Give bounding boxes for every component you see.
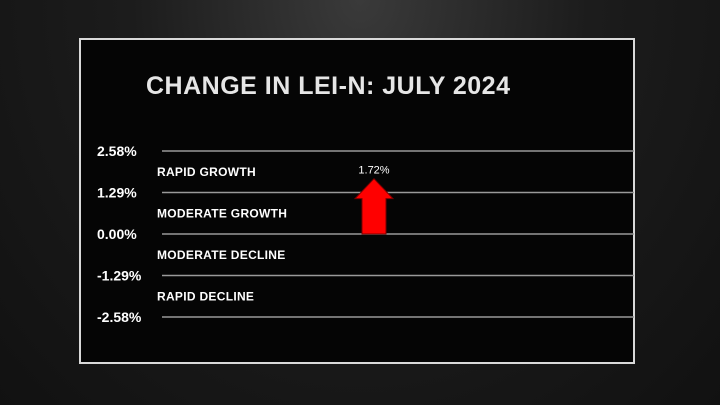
band-label: MODERATE GROWTH	[157, 206, 287, 220]
chart-title: CHANGE IN LEI-N: JULY 2024	[146, 72, 511, 100]
y-tick-label: -1.29%	[97, 268, 142, 284]
y-tick-label: 2.58%	[97, 143, 137, 159]
y-tick-label: -2.58%	[97, 309, 142, 325]
data-label: 1.72%	[358, 165, 389, 177]
y-tick-label: 0.00%	[97, 226, 137, 242]
value-arrow	[353, 177, 395, 235]
band-label: RAPID DECLINE	[157, 289, 254, 303]
y-tick-label: 1.29%	[97, 185, 137, 201]
band-label: MODERATE DECLINE	[157, 248, 286, 262]
band-label: RAPID GROWTH	[157, 165, 256, 179]
chart-frame	[79, 38, 635, 364]
